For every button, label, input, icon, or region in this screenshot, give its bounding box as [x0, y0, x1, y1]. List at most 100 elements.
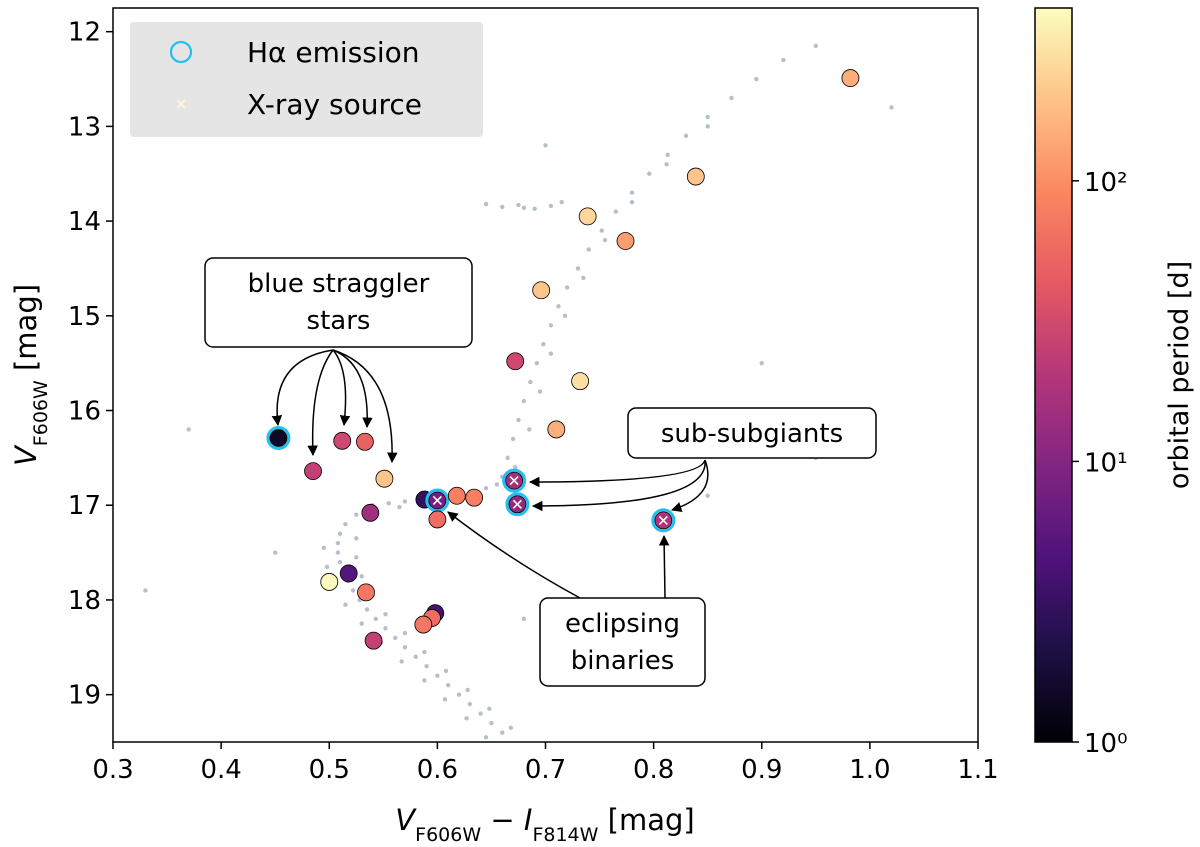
background-star: [629, 190, 635, 195]
background-star: [629, 199, 635, 205]
x-tick-label: 1.1: [957, 755, 998, 785]
background-star: [705, 124, 710, 129]
x-tick-label: 0.7: [525, 755, 566, 785]
background-star: [500, 730, 505, 735]
axis-label-part: I: [524, 803, 533, 837]
y-tick-label: 13: [68, 112, 101, 142]
legend: Hα emission X-ray source: [130, 22, 483, 137]
binary-star: [304, 462, 322, 481]
binary-star: [841, 69, 860, 87]
binary-star: [428, 510, 447, 529]
binary-star: [532, 281, 551, 300]
background-star: [494, 482, 500, 487]
background-star: [445, 682, 451, 688]
background-star: [705, 114, 710, 120]
binary-star: [547, 420, 566, 439]
background-star: [586, 247, 591, 252]
annotation-arrows: [271, 349, 709, 599]
background-star: [399, 659, 404, 664]
background-star: [422, 678, 427, 683]
background-star: [383, 611, 388, 617]
binary-star: [447, 486, 466, 505]
background-star: [599, 228, 604, 233]
colorbar-tick-label: 10⁰: [1084, 729, 1128, 759]
halpha-ring: [266, 425, 291, 450]
background-star: [354, 512, 359, 517]
background-star: [564, 285, 570, 290]
binary-star: [364, 631, 383, 650]
y-tick-label: 18: [68, 586, 101, 616]
legend-box: [130, 22, 483, 137]
legend-marker: [176, 99, 186, 109]
y-tick-label: 15: [68, 302, 101, 332]
x-tick-label: 0.9: [741, 755, 782, 785]
x-tick-label: 0.3: [92, 755, 133, 785]
binary-star: [269, 429, 288, 447]
binary-star: [571, 372, 589, 391]
legend-label: X-ray source: [247, 88, 422, 121]
background-star: [510, 436, 516, 442]
background-star: [813, 43, 819, 49]
legend-label: Hα emission: [247, 36, 420, 69]
background-star: [543, 143, 548, 148]
legend-marker: [169, 40, 193, 64]
background-star: [335, 540, 341, 546]
background-star: [759, 360, 764, 366]
colorbar-label: orbital period [d]: [1164, 261, 1195, 489]
background-star: [532, 206, 537, 211]
background-star: [521, 205, 527, 211]
x-tick-label: 0.5: [309, 755, 350, 785]
background-star: [422, 649, 427, 655]
background-star: [343, 521, 348, 527]
annotation-box: [627, 407, 877, 459]
background-star: [354, 555, 359, 560]
xray-marker: [658, 515, 668, 525]
background-star: [402, 630, 408, 636]
xray-marker: [432, 495, 442, 506]
background-star: [513, 465, 518, 470]
binary-star: [506, 352, 525, 371]
background-star: [534, 360, 540, 366]
xray-marker: [509, 476, 519, 486]
background-star: [781, 57, 786, 63]
background-star: [541, 342, 546, 347]
binary-star: [333, 431, 352, 450]
background-star: [478, 711, 483, 716]
background-star: [443, 668, 449, 674]
x-tick-label: 0.8: [633, 755, 674, 785]
background-star: [562, 313, 568, 319]
background-star: [548, 351, 554, 356]
background-star: [397, 504, 402, 510]
background-star: [483, 485, 489, 491]
binary-star: [357, 583, 375, 602]
y-tick-label: 14: [68, 207, 101, 237]
background-star: [383, 626, 388, 631]
binary-star: [320, 573, 339, 591]
background-star: [402, 645, 408, 650]
binary-star: [356, 432, 374, 451]
binary-star: [375, 469, 394, 488]
background-star: [483, 735, 489, 740]
background-star: [364, 607, 370, 612]
background-star: [548, 323, 554, 328]
annotation-text: binaries: [571, 646, 675, 676]
annotation-text: sub-subgiants: [661, 419, 843, 449]
background-star: [613, 209, 618, 214]
colorbar-tick-label: 10¹: [1084, 448, 1128, 478]
binary-star: [465, 488, 484, 507]
background-star: [359, 621, 364, 626]
axis-label-part: F814W: [532, 824, 598, 843]
binary-star: [339, 564, 358, 583]
background-star: [456, 692, 462, 697]
background-star: [467, 701, 473, 707]
background-star: [337, 531, 343, 536]
binary-star: [686, 167, 705, 186]
plot-area: [143, 43, 894, 740]
binary-star: [578, 207, 597, 226]
background-star: [186, 427, 191, 432]
background-star: [483, 201, 489, 207]
axis-label-part: −: [481, 803, 524, 837]
y-tick-label: 12: [68, 18, 101, 48]
background-star: [516, 202, 521, 208]
background-star: [729, 95, 734, 101]
